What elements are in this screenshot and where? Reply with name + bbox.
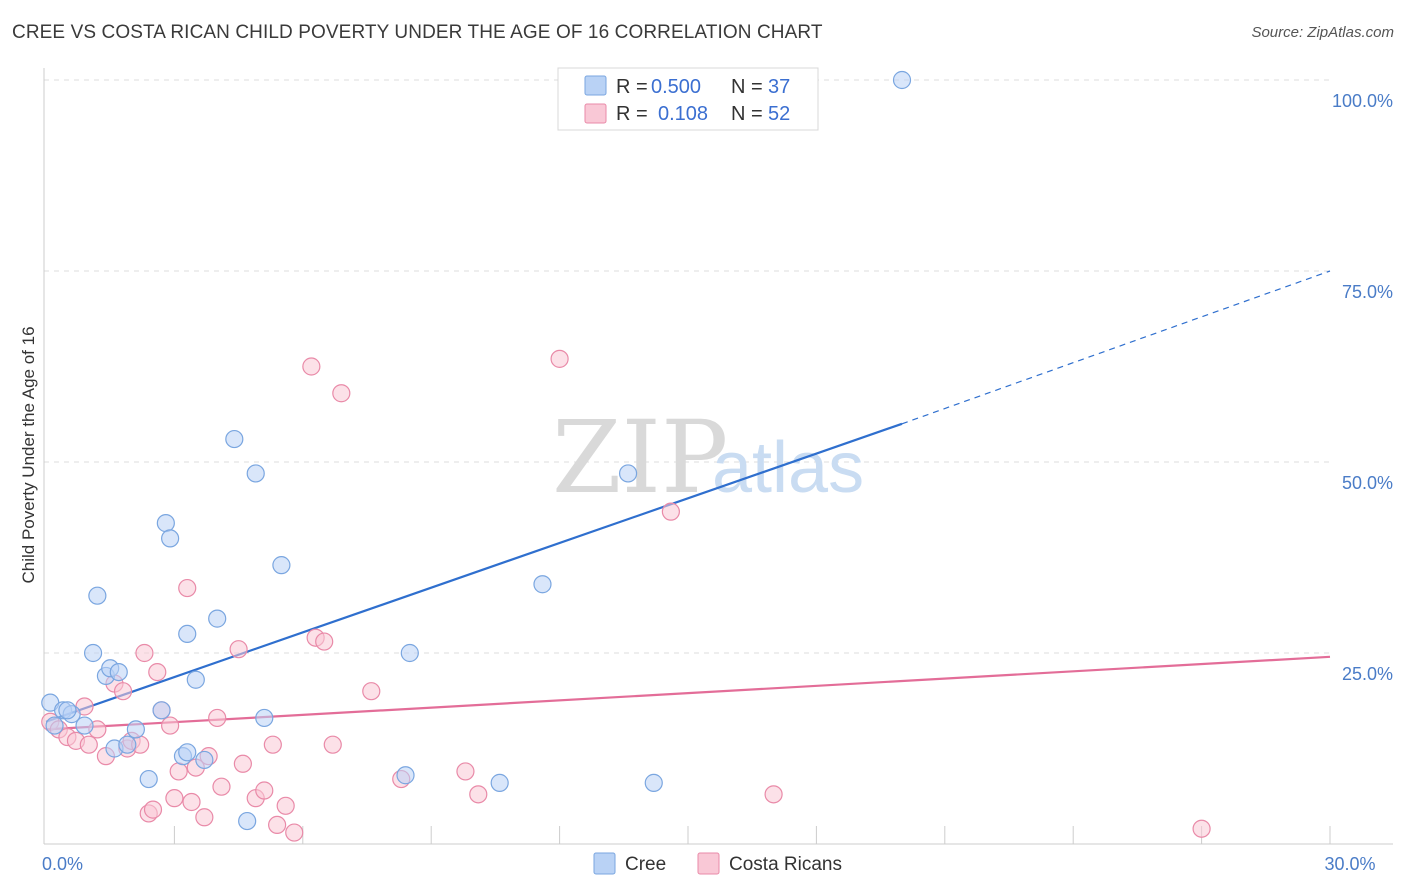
x-tick-label-1: 30.0% — [1324, 854, 1375, 874]
cree-point-24 — [225, 429, 244, 449]
cree-point-20 — [178, 624, 197, 644]
costa-point-45 — [550, 349, 569, 368]
chart-title: CREE VS COSTA RICAN CHILD POVERTY UNDER … — [12, 22, 823, 43]
legend-r-label-cree: R = — [616, 76, 648, 98]
bottom-legend: Cree Costa Ricans — [593, 852, 842, 875]
costa-point-9 — [113, 682, 133, 701]
watermark: ZIP atlas — [552, 399, 864, 516]
cree-point-5 — [58, 701, 77, 720]
legend-r-label-costa: R = — [616, 103, 648, 125]
points-layer — [41, 70, 1211, 842]
costa-point-35 — [285, 823, 304, 842]
axis-layer: 25.0% 50.0% 75.0% 100.0% 0.0% 30.0% — [42, 68, 1393, 874]
cree-point-13 — [126, 720, 145, 739]
costa-point-34 — [276, 796, 295, 815]
legend-n-value-cree: 37 — [768, 76, 790, 98]
watermark-zip: ZIP — [552, 399, 728, 516]
costa-point-33 — [268, 815, 287, 835]
cree-point-34 — [644, 773, 663, 792]
cree-point-23 — [208, 609, 227, 628]
costa-point-26 — [208, 708, 227, 728]
costa-point-48 — [1192, 819, 1211, 838]
costa-point-13 — [135, 643, 154, 663]
watermark-atlas: atlas — [712, 428, 864, 508]
costa-point-18 — [161, 716, 180, 735]
costa-point-38 — [315, 632, 334, 651]
costa-point-29 — [233, 754, 252, 773]
y-tick-label-1: 50.0% — [1342, 473, 1393, 493]
trend-line-extension-cree — [901, 270, 1331, 425]
costa-point-24 — [195, 808, 214, 827]
costa-point-27 — [212, 777, 231, 796]
cree-point-15 — [152, 701, 171, 720]
costa-point-32 — [263, 735, 282, 754]
bottom-legend-label-costa: Costa Ricans — [729, 854, 842, 875]
cree-point-4 — [75, 716, 94, 735]
trend-line-cree — [45, 422, 903, 723]
grid-layer — [44, 79, 1330, 654]
cree-point-22 — [195, 750, 214, 770]
y-tick-label-0: 25.0% — [1342, 664, 1393, 684]
costa-point-20 — [169, 762, 188, 781]
y-tick-label-3: 100.0% — [1332, 91, 1393, 111]
legend-n-label-costa: N = — [731, 103, 763, 125]
cree-point-35 — [892, 70, 912, 90]
costa-point-46 — [661, 502, 680, 521]
cree-point-32 — [533, 575, 552, 594]
cree-point-12 — [118, 735, 137, 754]
cree-point-16 — [156, 514, 175, 533]
costa-point-43 — [456, 762, 475, 781]
cree-point-19 — [178, 743, 197, 762]
cree-point-28 — [272, 556, 291, 575]
costa-point-36 — [302, 357, 321, 376]
trend-line-costa — [45, 655, 1331, 731]
costa-point-16 — [148, 662, 167, 682]
costa-point-47 — [764, 785, 783, 804]
costa-point-22 — [182, 792, 201, 812]
y-axis-title: Child Poverty Under the Age of 16 — [19, 326, 38, 583]
costa-point-5 — [79, 735, 98, 754]
legend-r-value-costa: 0.108 — [658, 103, 708, 125]
costa-point-44 — [469, 785, 488, 804]
cree-point-7 — [88, 586, 107, 605]
costa-point-40 — [332, 384, 351, 403]
legend-r-value-cree: 0.500 — [651, 76, 701, 98]
costa-point-21 — [178, 578, 197, 598]
bottom-legend-swatch-cree — [593, 852, 616, 875]
cree-point-25 — [238, 811, 257, 831]
costa-point-41 — [362, 682, 381, 701]
cree-point-1 — [45, 716, 64, 735]
bottom-legend-swatch-costa — [697, 852, 720, 875]
cree-point-29 — [396, 766, 415, 785]
legend-swatch-cree — [584, 75, 607, 96]
cree-point-14 — [139, 769, 158, 789]
costa-point-15 — [143, 800, 163, 819]
costa-point-31 — [255, 781, 274, 800]
legend-n-label-cree: N = — [731, 76, 763, 98]
x-tick-label-0: 0.0% — [42, 854, 83, 874]
legend-swatch-costa — [584, 103, 607, 124]
costa-point-39 — [323, 735, 342, 754]
cree-point-30 — [400, 643, 419, 663]
cree-point-26 — [246, 464, 265, 483]
cree-point-10 — [109, 662, 128, 682]
bottom-legend-label-cree: Cree — [625, 854, 666, 875]
chart-source: Source: ZipAtlas.com — [1251, 24, 1394, 41]
cree-point-21 — [186, 670, 205, 689]
costa-point-19 — [165, 789, 184, 808]
cree-point-27 — [255, 708, 274, 728]
y-tick-label-2: 75.0% — [1342, 282, 1393, 302]
cree-point-31 — [490, 773, 509, 792]
legend-n-value-costa: 52 — [768, 103, 790, 125]
costa-point-28 — [229, 640, 248, 659]
cree-point-17 — [161, 529, 180, 548]
legend-box: R = 0.500 N = 37 R = 0.108 N = 52 — [557, 67, 819, 131]
cree-point-33 — [618, 464, 638, 483]
cree-point-6 — [83, 643, 103, 663]
